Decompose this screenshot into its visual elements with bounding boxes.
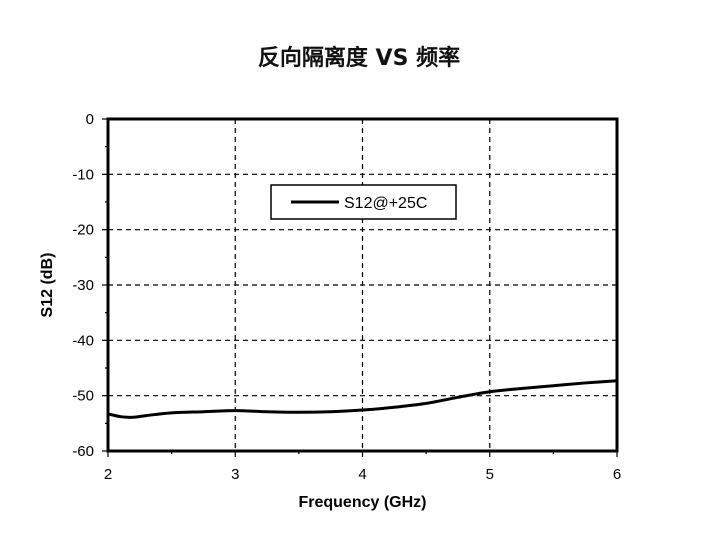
x-tick-label: 4 [358, 466, 366, 483]
y-tick-label: -30 [72, 277, 94, 294]
series-line-s12 [107, 379, 618, 419]
x-tick-label: 3 [231, 466, 239, 483]
x-tick-label: 2 [104, 466, 112, 483]
y-tick-label: -40 [72, 332, 94, 349]
y-tick-label: -60 [72, 443, 94, 460]
legend-label: S12@+25C [344, 195, 427, 212]
plot-frame [106, 117, 619, 453]
chart-title: 反向隔离度 VS 频率 [257, 46, 461, 71]
y-tick-label: -20 [72, 222, 94, 239]
y-tick-label: 0 [86, 111, 94, 128]
x-axis-title: Frequency (GHz) [298, 494, 426, 511]
y-axis-title: S12 (dB) [39, 253, 56, 318]
y-tick-label: -50 [72, 388, 94, 405]
y-tick-label: -10 [72, 166, 94, 183]
x-tick-label: 6 [613, 466, 621, 483]
x-tick-label: 5 [486, 466, 494, 483]
